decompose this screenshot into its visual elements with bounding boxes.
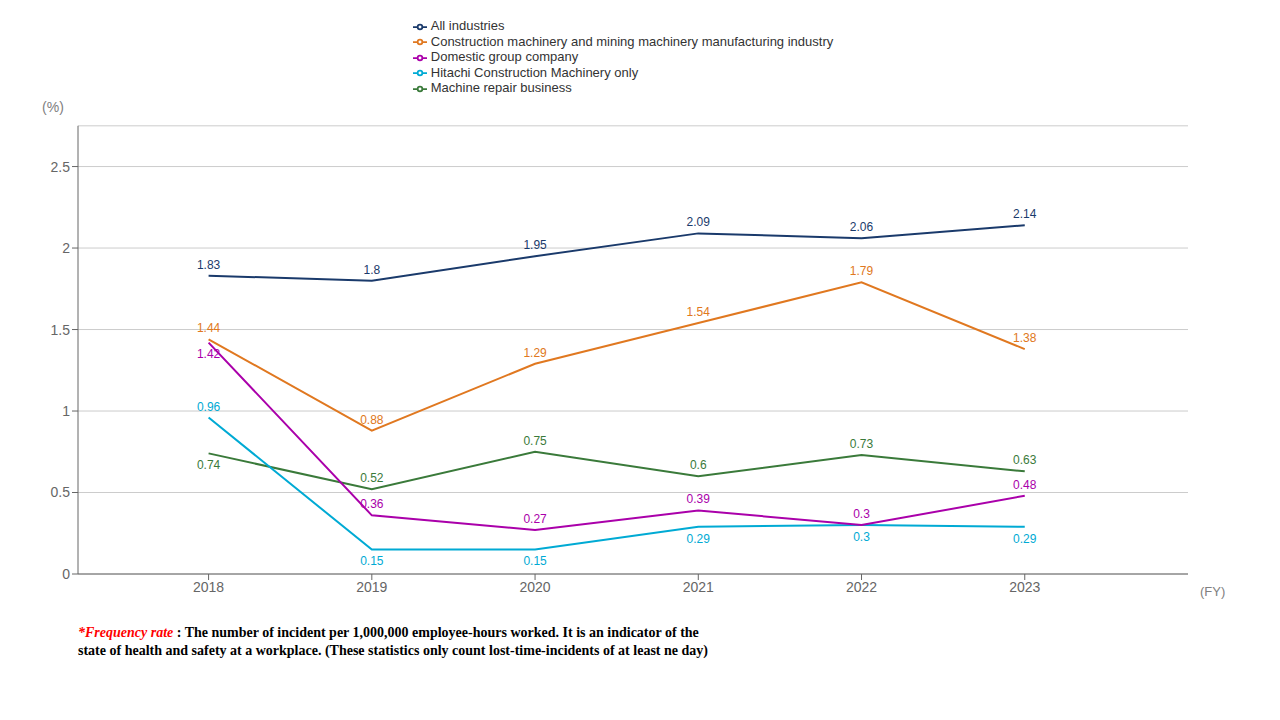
svg-text:1.54: 1.54 xyxy=(687,305,711,319)
svg-text:1.42: 1.42 xyxy=(197,347,221,361)
svg-text:0.48: 0.48 xyxy=(1013,478,1037,492)
svg-text:0.29: 0.29 xyxy=(687,532,711,546)
svg-text:0.74: 0.74 xyxy=(197,458,221,472)
svg-text:0.29: 0.29 xyxy=(1013,532,1037,546)
svg-text:2.06: 2.06 xyxy=(850,220,874,234)
svg-text:2020: 2020 xyxy=(519,579,550,595)
svg-text:0.15: 0.15 xyxy=(523,554,547,568)
svg-text:0.75: 0.75 xyxy=(523,434,547,448)
svg-text:0.52: 0.52 xyxy=(360,471,384,485)
svg-text:1.44: 1.44 xyxy=(197,321,221,335)
svg-text:0.88: 0.88 xyxy=(360,413,384,427)
svg-text:0.5: 0.5 xyxy=(51,484,71,500)
svg-text:(%): (%) xyxy=(42,99,64,115)
svg-text:2019: 2019 xyxy=(356,579,387,595)
svg-text:1.38: 1.38 xyxy=(1013,331,1037,345)
svg-text:1.95: 1.95 xyxy=(523,238,547,252)
svg-text:2.09: 2.09 xyxy=(687,215,711,229)
svg-text:1.8: 1.8 xyxy=(363,263,380,277)
svg-text:2022: 2022 xyxy=(846,579,877,595)
svg-text:0.3: 0.3 xyxy=(853,507,870,521)
svg-text:1: 1 xyxy=(62,403,70,419)
svg-text:0.96: 0.96 xyxy=(197,400,221,414)
svg-text:0.6: 0.6 xyxy=(690,458,707,472)
svg-text:0.3: 0.3 xyxy=(853,530,870,544)
svg-text:0.15: 0.15 xyxy=(360,554,384,568)
svg-text:0.73: 0.73 xyxy=(850,437,874,451)
svg-text:1.29: 1.29 xyxy=(523,346,547,360)
svg-text:0.36: 0.36 xyxy=(360,497,384,511)
svg-text:0.39: 0.39 xyxy=(687,492,711,506)
svg-text:0.27: 0.27 xyxy=(523,512,547,526)
html-text:Hitachi Construction Machinery: Hitachi Construction Machinery only xyxy=(430,64,639,80)
svg-text:1.83: 1.83 xyxy=(197,258,221,272)
svg-text:2: 2 xyxy=(62,240,70,256)
svg-text:2021: 2021 xyxy=(683,579,714,595)
svg-text:2018: 2018 xyxy=(193,579,224,595)
html-text:Construction machinery and min: Construction machinery and mining machin… xyxy=(430,33,834,49)
html-text:Machine repair business: Machine repair business xyxy=(430,80,572,96)
svg-text:1.5: 1.5 xyxy=(51,322,71,338)
svg-text:0.63: 0.63 xyxy=(1013,453,1037,467)
svg-text:1.79: 1.79 xyxy=(850,264,874,278)
html-text:Domestic group company: Domestic group company xyxy=(430,49,579,65)
html-text:*Frequency rate: The number of: *Frequency rate: The number of incident … xyxy=(78,625,708,658)
svg-text:2023: 2023 xyxy=(1009,579,1040,595)
svg-text:2.5: 2.5 xyxy=(51,159,71,175)
svg-text:0: 0 xyxy=(62,566,70,582)
svg-text:2.14: 2.14 xyxy=(1013,207,1037,221)
html-text:All industries: All industries xyxy=(430,18,505,33)
svg-text:(FY): (FY) xyxy=(1200,584,1225,599)
